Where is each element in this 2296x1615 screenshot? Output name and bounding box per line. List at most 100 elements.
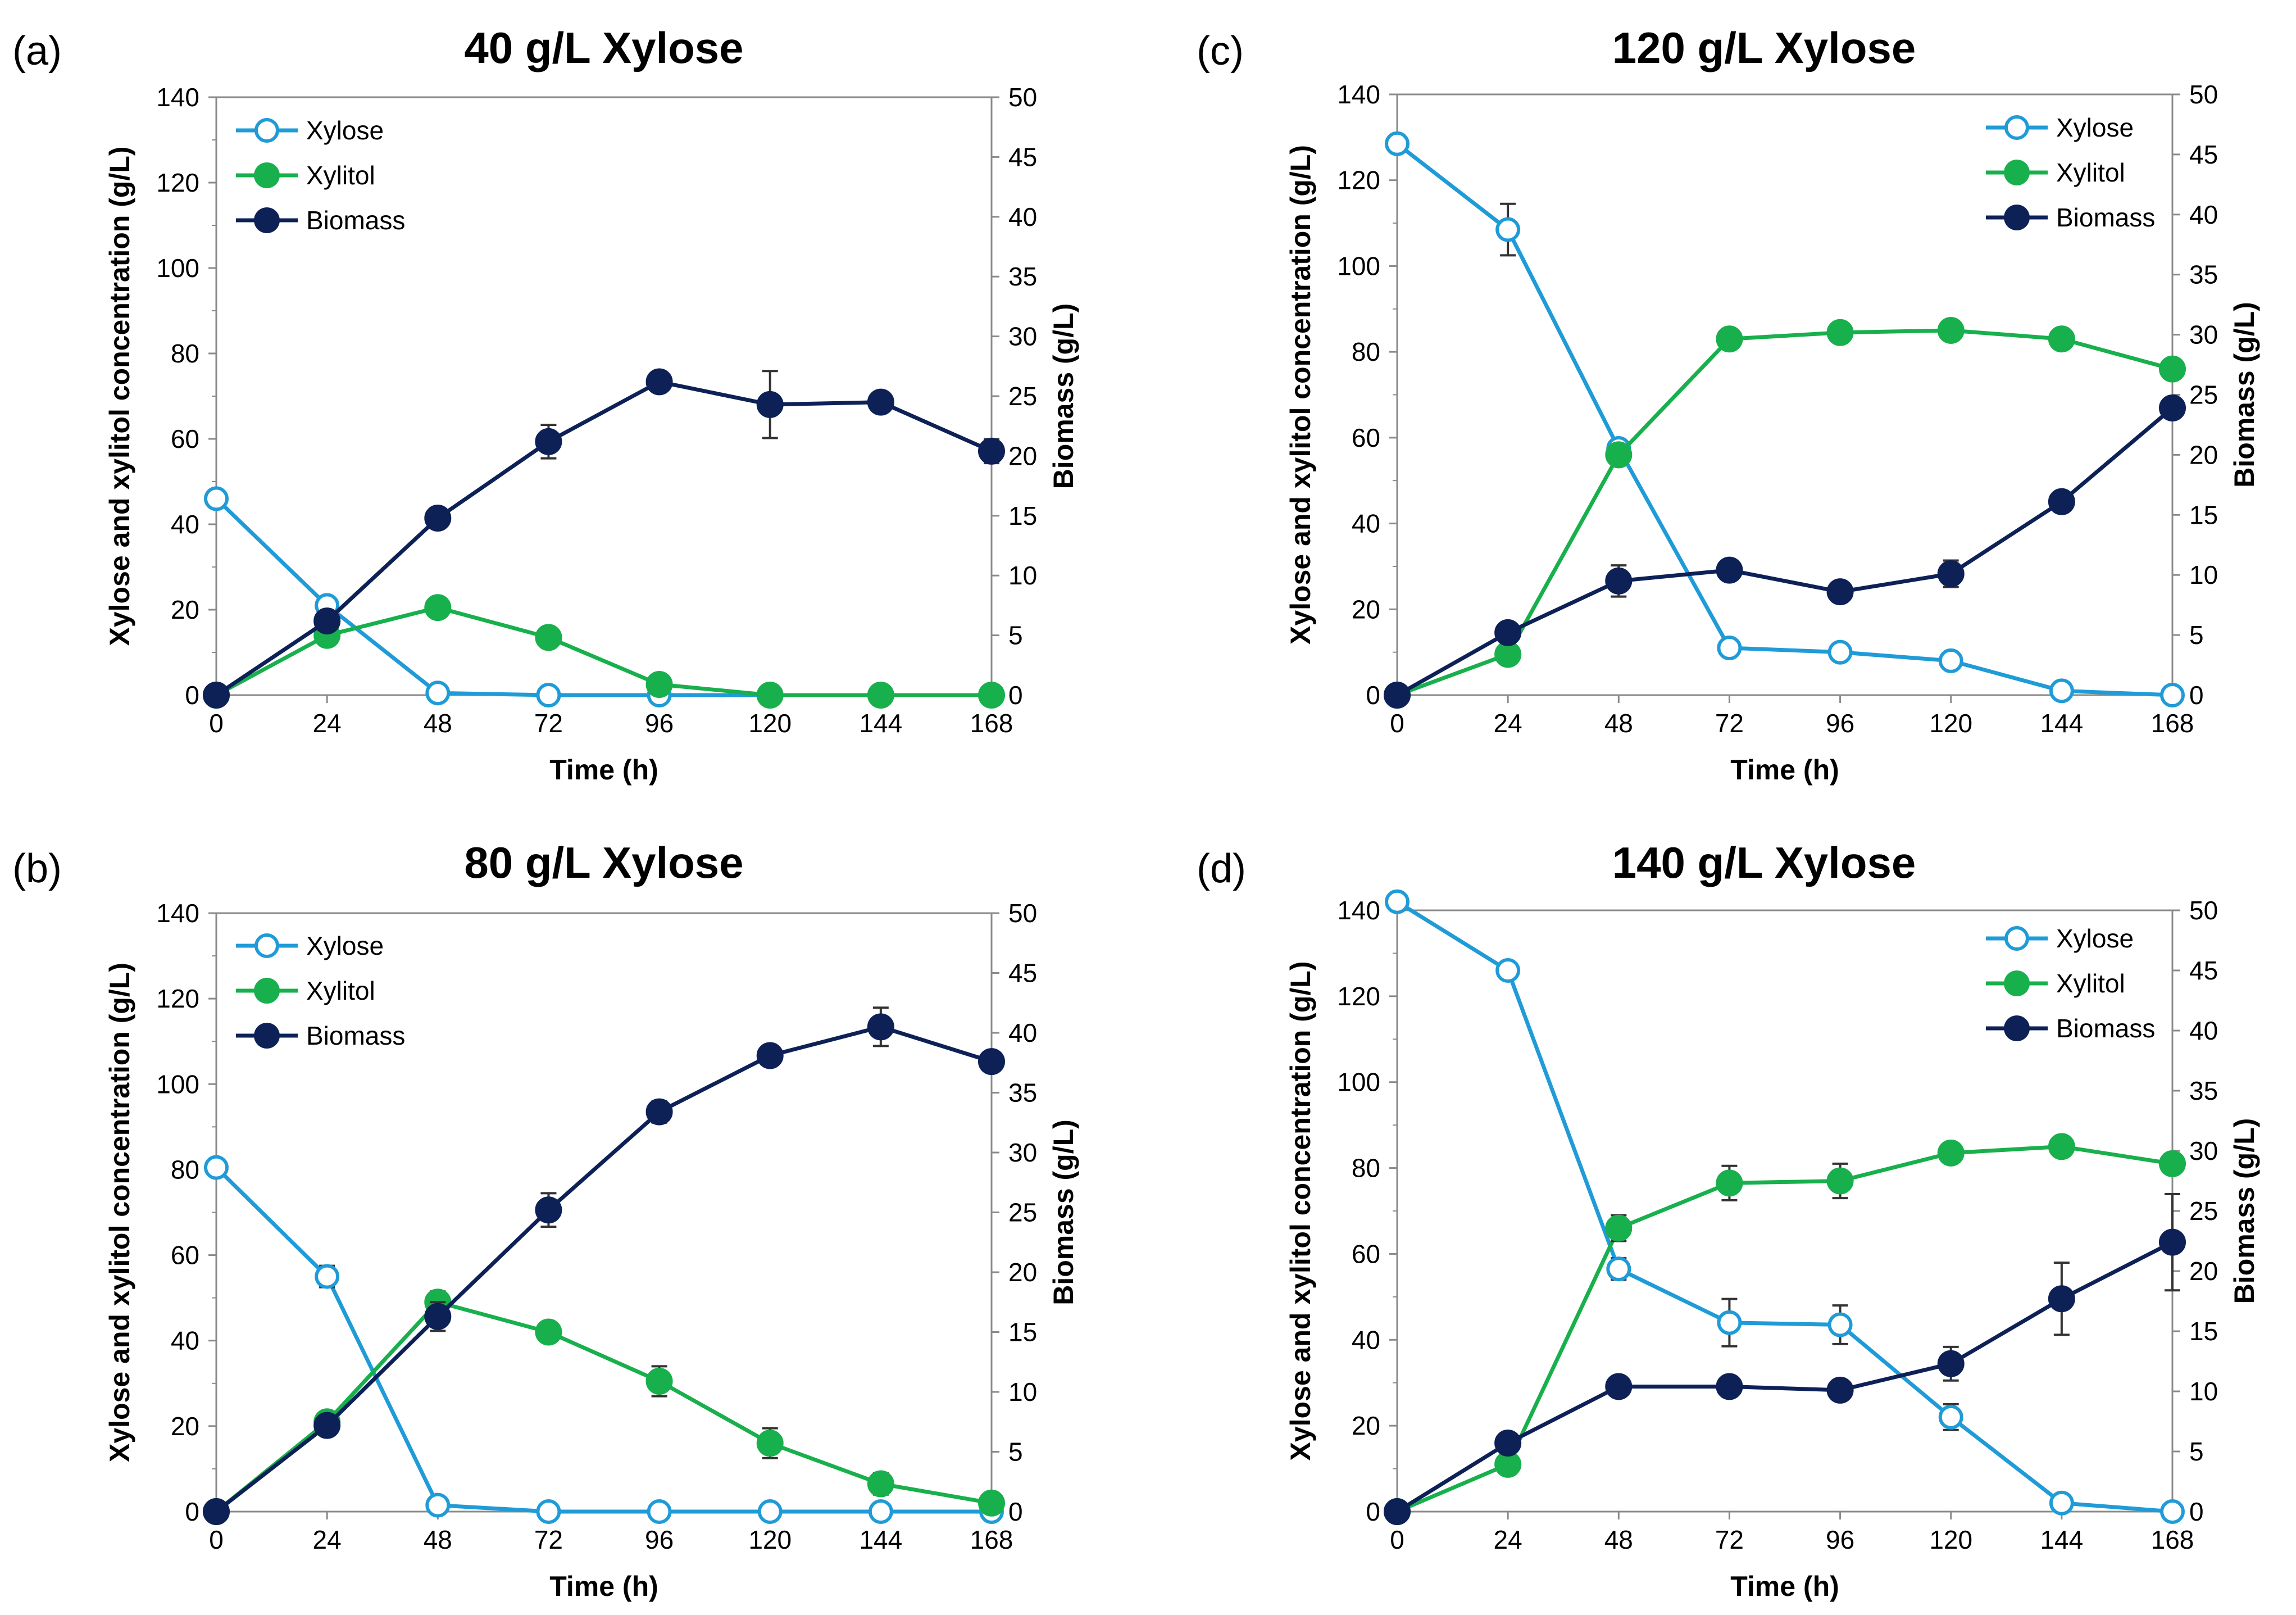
chart-title: 80 g/L Xylose	[464, 838, 743, 887]
panel-label: (a)	[12, 29, 62, 74]
legend-item-biomass: Biomass	[236, 206, 405, 235]
y-tick-label: 0	[1366, 1497, 1380, 1526]
legend-label: Xylose	[306, 116, 384, 145]
y-tick-label: 100	[1337, 1068, 1380, 1097]
series-line-biomass	[215, 1024, 993, 1513]
x-tick-label: 72	[534, 1525, 563, 1554]
legend-marker	[254, 933, 279, 958]
chart-panel-2: (c) 120 g/L Xylose 0 20 40 60 80 100 120 140 0 5 10 1…	[1197, 23, 2260, 786]
data-point-biomass	[645, 1098, 673, 1126]
y-tick-label: 60	[171, 1241, 199, 1270]
y-tick-label: 120	[156, 984, 199, 1013]
data-point-xylitol	[1605, 441, 1633, 469]
x-tick-label: 120	[748, 709, 792, 738]
data-point-xylose	[868, 1499, 893, 1524]
series-xylose	[1385, 889, 2185, 1524]
data-point-biomass	[203, 682, 230, 709]
legend-marker	[2004, 970, 2030, 996]
data-point-xylitol	[1716, 1169, 1743, 1197]
x-tick-label: 168	[970, 1525, 1013, 1554]
plot-frame	[1396, 909, 2174, 1513]
y-tick-label: 40	[171, 510, 199, 539]
x-tick-label: 120	[1929, 1525, 1972, 1554]
x-tick-label: 144	[2040, 1525, 2083, 1554]
data-point-xylitol	[1937, 1139, 1965, 1167]
y2-tick-label: 15	[2189, 1317, 2218, 1346]
data-point-biomass	[424, 1303, 452, 1330]
data-point-xylose	[204, 1155, 229, 1180]
y-axis-label: Xylose and xylitol concentration (g/L)	[1285, 145, 1316, 645]
data-point-xylitol	[645, 671, 673, 698]
legend-item-xylose: Xylose	[1986, 113, 2134, 142]
data-point-biomass	[1605, 567, 1633, 595]
data-point-xylitol	[978, 682, 1005, 709]
panel-label: (b)	[12, 846, 62, 891]
data-point-biomass	[203, 1498, 230, 1525]
x-tick-label: 96	[1826, 1525, 1854, 1554]
y-tick-label: 20	[1352, 1411, 1380, 1440]
data-point-biomass	[645, 368, 673, 396]
series-line-biomass	[1396, 1240, 2174, 1513]
chart-panel-3: (d) 140 g/L Xylose 0 20 40 60 80 100 120 140 0 5 10 1…	[1197, 838, 2260, 1602]
y-tick-label: 20	[1352, 595, 1380, 624]
data-point-xylitol	[756, 1430, 784, 1457]
series-biomass	[203, 1006, 1005, 1525]
y2-tick-label: 40	[1008, 202, 1037, 232]
y-tick-label: 0	[1366, 681, 1380, 710]
legend-item-biomass: Biomass	[236, 1021, 405, 1050]
data-point-xylose	[1827, 639, 1853, 665]
y2-tick-label: 35	[1008, 262, 1037, 291]
data-point-biomass	[1494, 1430, 1522, 1457]
data-point-xylose	[1606, 1256, 1631, 1282]
legend-label: Xylose	[306, 931, 384, 960]
chart-title: 140 g/L Xylose	[1612, 838, 1916, 887]
legend-marker	[254, 978, 280, 1004]
legend-item-xylitol: Xylitol	[1986, 969, 2125, 998]
data-point-biomass	[867, 388, 894, 416]
data-point-biomass	[535, 428, 562, 455]
data-point-xylitol	[756, 682, 784, 709]
data-point-biomass	[1605, 1373, 1633, 1400]
y-tick-label: 120	[156, 168, 199, 197]
data-point-xylose	[1827, 1312, 1853, 1337]
data-point-xylitol	[645, 1367, 673, 1395]
legend-marker	[2004, 205, 2030, 230]
data-point-xylose	[425, 1492, 451, 1518]
x-tick-label: 96	[645, 709, 674, 738]
y-axis-label: Xylose and xylitol concentration (g/L)	[1285, 961, 1316, 1460]
legend-label: Xylitol	[2056, 969, 2125, 998]
y2-tick-label: 35	[2189, 260, 2218, 289]
data-point-xylitol	[2159, 355, 2186, 383]
y-tick-label: 120	[1337, 166, 1380, 195]
legend-marker	[254, 118, 279, 143]
data-point-xylose	[536, 683, 561, 707]
chart-title: 120 g/L Xylose	[1612, 23, 1916, 72]
y2-tick-label: 25	[2189, 380, 2218, 410]
series-biomass	[1384, 1193, 2186, 1525]
y2-tick-label: 45	[1008, 142, 1037, 171]
chart-title: 40 g/L Xylose	[464, 23, 743, 72]
data-point-xylose	[1385, 131, 1410, 156]
series-xylitol	[203, 1289, 1005, 1525]
y2-tick-label: 30	[1008, 1138, 1037, 1167]
legend-label: Biomass	[2056, 1014, 2155, 1043]
data-point-xylose	[425, 681, 451, 706]
y-tick-label: 140	[1337, 80, 1380, 109]
data-point-biomass	[2048, 488, 2075, 515]
y2-tick-label: 30	[2189, 320, 2218, 350]
series-biomass	[1384, 394, 2186, 709]
y-tick-label: 100	[156, 1069, 199, 1099]
data-point-xylose	[2160, 683, 2185, 707]
data-point-xylose	[1717, 636, 1742, 661]
x-tick-label: 24	[1494, 709, 1522, 738]
y-tick-label: 80	[1352, 337, 1380, 366]
y2-tick-label: 5	[1008, 621, 1023, 650]
data-point-biomass	[424, 505, 452, 532]
y-tick-label: 0	[185, 1497, 199, 1526]
x-tick-label: 48	[424, 709, 452, 738]
y-axis-label: Xylose and xylitol concentration (g/L)	[104, 146, 135, 646]
legend-marker	[254, 207, 280, 233]
legend-item-biomass: Biomass	[1986, 1014, 2155, 1043]
legend-label: Biomass	[306, 1021, 405, 1050]
